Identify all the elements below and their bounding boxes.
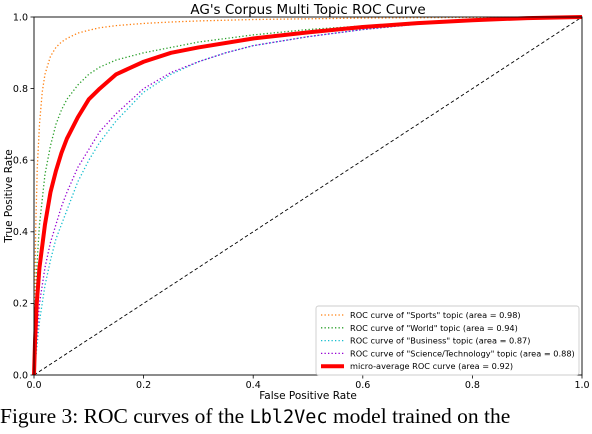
x-tick-label: 0.6 (355, 380, 370, 391)
legend-entry-label: ROC curve of "Business" topic (area = 0.… (350, 336, 530, 346)
x-axis-label: False Positive Rate (259, 390, 357, 402)
roc-line-series-4 (32, 15, 583, 376)
x-tick-label: 0.2 (136, 380, 151, 391)
y-tick-label: 1.0 (13, 12, 28, 23)
caption-model-name: Lbl2Vec (249, 407, 328, 428)
y-tick-label: 0.4 (13, 227, 28, 238)
chance-diagonal-line (33, 16, 583, 376)
x-tick-label: 0.0 (26, 380, 41, 391)
y-tick-label: 0.2 (13, 299, 28, 310)
legend-box (315, 305, 580, 376)
roc-line-series-0 (33, 16, 583, 376)
legend-entry-label: ROC curve of "Sports" topic (area = 0.98… (350, 310, 521, 320)
x-tick-label: 0.4 (246, 380, 261, 391)
y-tick-label: 0.8 (13, 84, 28, 95)
x-tick-label: 1.0 (574, 380, 589, 391)
y-tick-label: 0.6 (13, 156, 28, 167)
chart-title: AG's Corpus Multi Topic ROC Curve (190, 2, 425, 18)
figure-caption: Figure 3: ROC curves of the Lbl2Vec mode… (0, 402, 592, 432)
caption-suffix: model trained on the (327, 404, 511, 428)
plot-frame (33, 16, 583, 376)
x-tick-label: 0.8 (465, 380, 480, 391)
legend-entry-label: ROC curve of "World" topic (area = 0.94) (350, 323, 518, 333)
legend: ROC curve of "Sports" topic (area = 0.98… (315, 305, 580, 376)
legend-entry-label: micro-average ROC curve (area = 0.92) (350, 361, 513, 371)
roc-line-series-3 (33, 16, 583, 376)
y-axis-label: True Positive Rate (3, 149, 15, 244)
roc-line-series-2 (33, 16, 583, 376)
caption-prefix: Figure 3: ROC curves of the (0, 404, 250, 428)
plot-area: 0.0 0.2 0.4 0.6 0.8 1.0 0.0 0.2 0.4 0.6 0.8 1.0 (13, 12, 590, 391)
y-tick-label: 0.0 (13, 370, 28, 381)
legend-entry-label: ROC curve of "Science/Technology" topic … (350, 348, 575, 358)
